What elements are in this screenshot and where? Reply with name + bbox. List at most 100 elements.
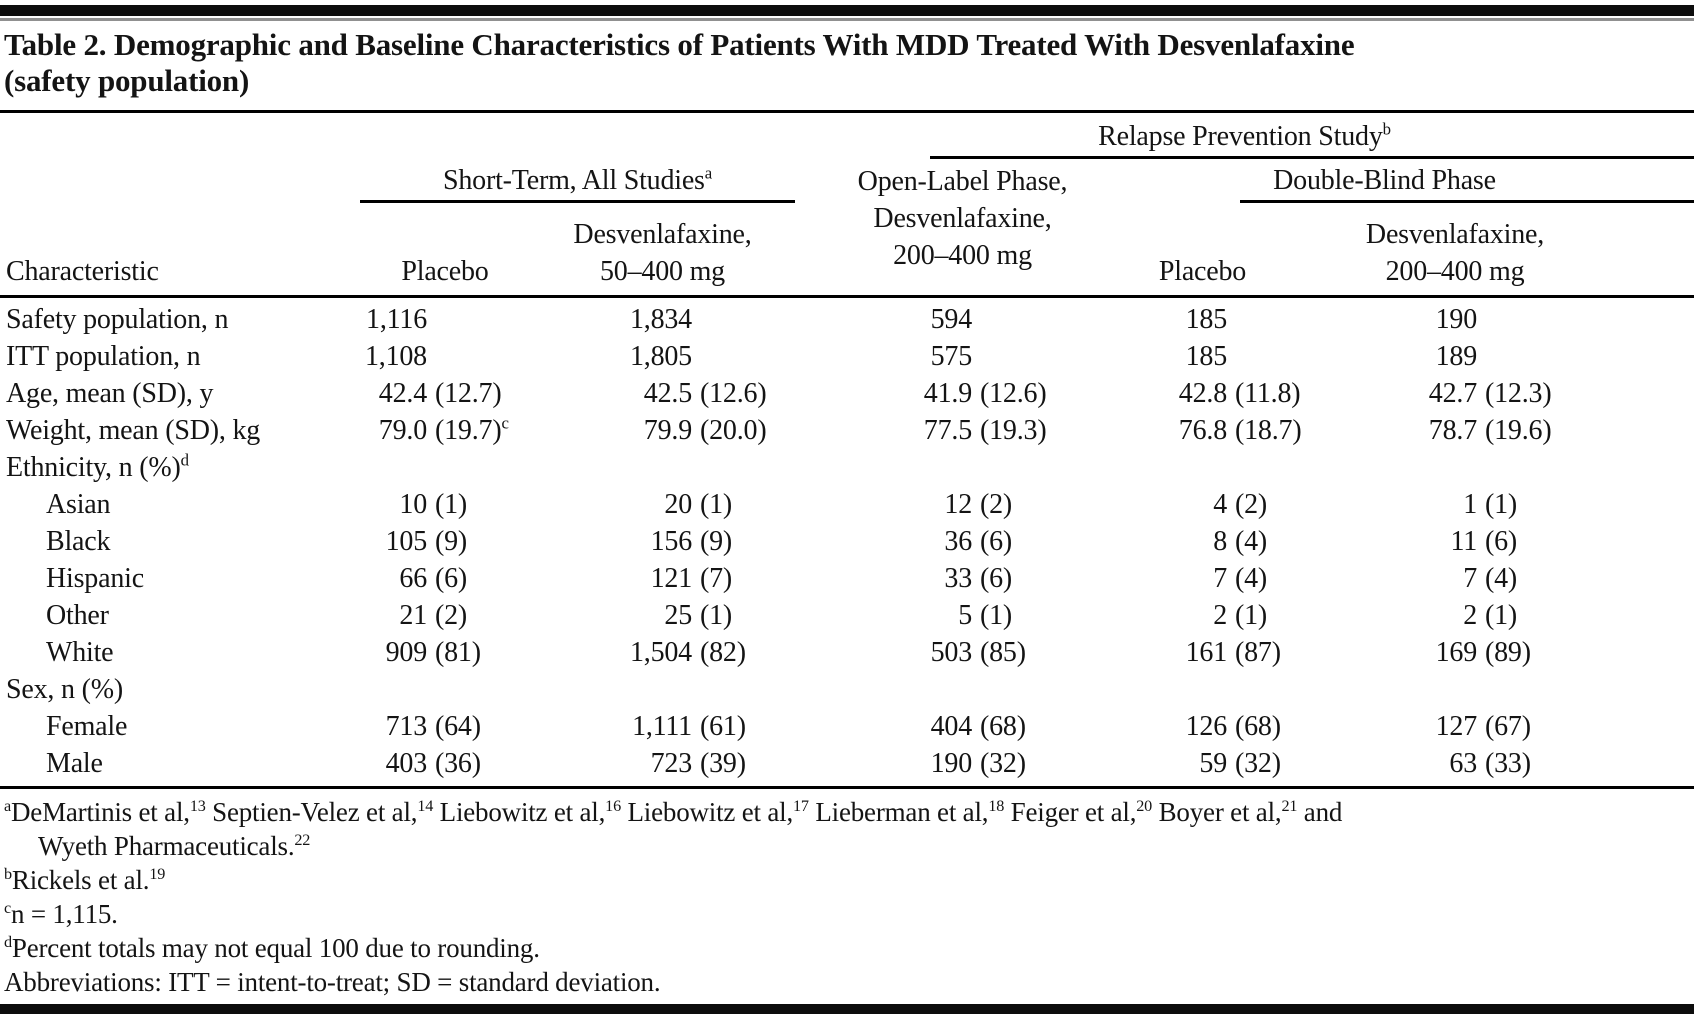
value-paren	[1485, 449, 1580, 486]
value-cell: 25 (1)	[530, 597, 795, 634]
value-cell: 66 (6)	[360, 560, 530, 597]
value-cell: 723 (39)	[530, 745, 795, 782]
footnote-text: Rickels et al.	[11, 865, 150, 895]
footnote-marker: d	[4, 933, 12, 951]
value-number: 121	[650, 563, 693, 594]
value-cell	[1075, 449, 1330, 486]
footnote-text: Lieberman et al,	[808, 797, 989, 827]
value-paren: (89)	[1485, 637, 1531, 668]
table-header: Relapse Prevention Studyb Short-Term, Al…	[0, 110, 1694, 298]
value-cell: 7 (4)	[1330, 560, 1580, 597]
value-cell	[530, 671, 795, 708]
value-number: 1,108	[364, 341, 427, 372]
value-cell: 161 (87)	[1075, 634, 1330, 671]
value-number	[1075, 671, 1227, 708]
footnote: bRickels et al.19	[4, 863, 1686, 897]
value-paren: (87)	[1235, 637, 1281, 668]
value-paren: (39)	[700, 748, 746, 779]
row-label: Black	[46, 526, 111, 557]
superscript: c	[501, 413, 509, 433]
value-number: 1	[1463, 489, 1477, 520]
value-paren	[700, 449, 795, 486]
value-number: 7	[1463, 563, 1477, 594]
value-paren	[435, 301, 530, 338]
row-label: White	[46, 637, 114, 668]
value-number: 79.9	[643, 415, 692, 446]
value-number	[530, 449, 692, 486]
value-number: 20	[664, 489, 692, 520]
value-cell: 12 (2)	[795, 486, 1075, 523]
value-number: 723	[650, 748, 693, 779]
value-cell: 79.9 (20.0)	[530, 412, 795, 449]
value-number: 575	[930, 341, 973, 372]
value-cell: 185	[1075, 301, 1330, 338]
spanner-short-term-text: Short-Term, All Studies	[442, 165, 705, 196]
value-paren: (12.6)	[980, 378, 1047, 409]
relapse-underline	[930, 156, 1694, 159]
value-cell	[1075, 671, 1330, 708]
value-number: 503	[930, 637, 973, 668]
table-title: Table 2. Demographic and Baseline Charac…	[4, 27, 1355, 98]
row-label: Weight, mean (SD), kg	[6, 415, 261, 446]
value-paren: (36)	[435, 748, 481, 779]
value-cell: 189	[1330, 338, 1580, 375]
table-row: Black 105 (9) 156 (9) 36 (6) 8 (4) 11 (6)	[0, 523, 1694, 560]
value-cell: 1,834	[530, 301, 795, 338]
value-cell: 1,116	[360, 301, 530, 338]
value-cell: 403 (36)	[360, 745, 530, 782]
value-cell	[360, 449, 530, 486]
value-cell: 185	[1075, 338, 1330, 375]
value-number: 909	[385, 637, 428, 668]
value-number: 189	[1435, 341, 1478, 372]
table-row: White 909 (81) 1,504 (82) 503 (85) 161 (87) 169 (8…	[0, 634, 1694, 671]
value-paren: (18.7)	[1235, 415, 1302, 446]
footnotes: aDeMartinis et al,13 Septien-Velez et al…	[0, 789, 1694, 999]
value-paren: (1)	[435, 489, 468, 520]
value-number	[795, 671, 972, 708]
value-cell: 105 (9)	[360, 523, 530, 560]
value-paren	[1235, 338, 1330, 375]
column-header-open-label-desvenlafaxine: Open-Label Phase, Desvenlafaxine, 200–40…	[857, 166, 1068, 271]
table-row: Age, mean (SD), y 42.4 (12.7) 42.5 (12.6) 41.…	[0, 375, 1694, 412]
footnote-ref: 16	[605, 797, 621, 815]
spanner-relapse-text: Relapse Prevention Study	[1098, 121, 1383, 152]
value-number: 66	[399, 563, 427, 594]
value-number: 77.5	[923, 415, 972, 446]
value-cell: 2 (1)	[1330, 597, 1580, 634]
value-number: 403	[385, 748, 428, 779]
table-row: Ethnicity, n (%)d	[0, 449, 1694, 486]
value-number: 190	[930, 748, 973, 779]
value-cell: 1,111 (61)	[530, 708, 795, 745]
value-number: 169	[1435, 637, 1478, 668]
value-cell: 713 (64)	[360, 708, 530, 745]
value-number: 190	[1435, 304, 1478, 335]
value-number: 1,116	[366, 304, 427, 335]
column-header-placebo-short-term: Placebo	[401, 256, 489, 287]
row-label: Male	[46, 748, 103, 779]
value-number: 1,805	[629, 341, 692, 372]
value-paren	[1235, 301, 1330, 338]
table-row: Hispanic 66 (6) 121 (7) 33 (6) 7 (4) 7 (4)	[0, 560, 1694, 597]
spanner-double-blind-text: Double-Blind Phase	[1273, 165, 1496, 196]
value-number: 185	[1185, 304, 1228, 335]
value-paren: (68)	[1235, 711, 1281, 742]
value-cell	[795, 671, 1075, 708]
value-paren	[980, 671, 1075, 708]
value-number: 713	[385, 711, 428, 742]
value-cell: 78.7 (19.6)	[1330, 412, 1580, 449]
value-paren: (2)	[980, 489, 1013, 520]
value-cell: 1,504 (82)	[530, 634, 795, 671]
value-number: 4	[1213, 489, 1227, 520]
value-number: 41.9	[923, 378, 972, 409]
value-number: 25	[664, 600, 692, 631]
value-number: 161	[1185, 637, 1228, 668]
value-number	[795, 449, 972, 486]
value-paren: (1)	[700, 600, 733, 631]
footnote-text: Liebowitz et al,	[620, 797, 794, 827]
value-number: 12	[944, 489, 972, 520]
value-number: 404	[930, 711, 973, 742]
table-row: Asian 10 (1) 20 (1) 12 (2) 4 (2) 1 (1)	[0, 486, 1694, 523]
value-paren	[700, 338, 795, 375]
row-label: Age, mean (SD), y	[6, 378, 214, 409]
value-paren: (9)	[700, 526, 733, 557]
